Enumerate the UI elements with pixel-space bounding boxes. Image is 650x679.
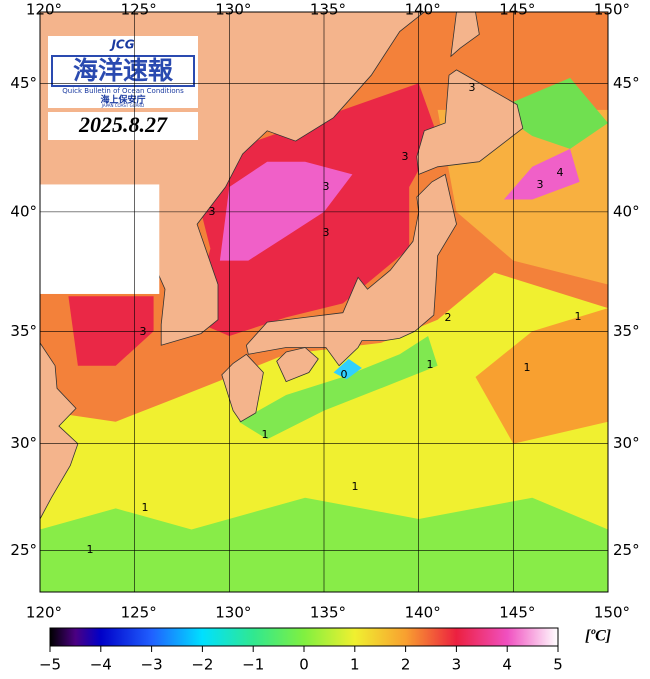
land-hokkaido: [416, 69, 524, 175]
colorbar-tick-label: −3: [141, 656, 163, 674]
lat-tick-label: 40°: [613, 202, 640, 220]
logo: JCG 海洋速報 Quick Bulletin of Ocean Conditi…: [48, 36, 198, 108]
lon-tick-label: 135°: [310, 604, 346, 622]
contour-label: 1: [427, 358, 434, 371]
lon-tick-label: 120°: [26, 1, 62, 19]
contour-label: 3: [469, 81, 476, 94]
lat-tick-label: 35°: [613, 322, 640, 340]
lon-tick-label: 125°: [121, 1, 157, 19]
lon-tick-label: 130°: [215, 604, 251, 622]
colorbar-tick-label: 1: [350, 656, 360, 674]
lat-tick-label: 45°: [10, 74, 37, 92]
cyan-spot: [333, 358, 362, 380]
contour-label: 3: [209, 205, 216, 218]
logo-agency-en: JAPAN COAST GUARD: [101, 103, 145, 108]
colorbar-tick-label: −5: [39, 656, 61, 674]
contour-label: 3: [402, 150, 409, 163]
lon-tick-label: 135°: [310, 1, 346, 19]
lat-tick-label: 30°: [613, 434, 640, 452]
lon-tick-label: 150°: [594, 604, 630, 622]
lon-tick-label: 140°: [405, 604, 441, 622]
contour-label: 3: [323, 180, 330, 193]
contour-label: 2: [445, 311, 452, 324]
green-kuroshio: [238, 336, 438, 440]
colorbar-tick-label: 2: [401, 656, 411, 674]
colorbar: [49, 627, 559, 647]
logo-frame: [51, 55, 195, 87]
lon-tick-label: 125°: [121, 604, 157, 622]
land-shikoku: [276, 347, 319, 383]
colorbar-tick-label: −1: [242, 656, 264, 674]
logo-mark: JCG: [109, 38, 134, 52]
lon-tick-label: 145°: [499, 1, 535, 19]
colorbar-tick-label: 0: [299, 656, 309, 674]
date-box: [48, 112, 198, 140]
contour-label: 3: [537, 178, 544, 191]
green-patch-ne: [494, 77, 608, 149]
contour-label: 1: [142, 501, 149, 514]
logo-agency: 海上保安庁: [100, 94, 145, 106]
no-data: [40, 184, 160, 294]
yellow-sea-red: [68, 296, 154, 366]
land-sakhalin: [450, 12, 480, 58]
contour-label: 1: [524, 361, 531, 374]
contour-label: 3: [140, 325, 147, 338]
logo-subtitle: Quick Bulletin of Ocean Conditions: [62, 87, 184, 95]
contour-label: 1: [352, 480, 359, 493]
lon-tick-label: 150°: [594, 1, 630, 19]
lon-tick-label: 130°: [215, 1, 251, 19]
colorbar-tick-label: −2: [191, 656, 213, 674]
lon-tick-label: 145°: [499, 604, 535, 622]
land-south-china: [40, 342, 79, 592]
pink-core: [219, 161, 353, 261]
orange-east: [475, 308, 608, 444]
colorbar-tick-label: −4: [90, 656, 112, 674]
pink-east: [503, 148, 580, 200]
colorbar-tick-label: 5: [553, 656, 563, 674]
lat-tick-label: 25°: [10, 541, 37, 559]
lon-tick-label: 140°: [405, 1, 441, 19]
lat-tick-label: 30°: [10, 434, 37, 452]
colorbar-tick-label: 3: [452, 656, 462, 674]
contour-label: 1: [87, 543, 94, 556]
colorbar-unit: [ºC]: [585, 628, 611, 645]
contour-label: 4: [557, 166, 564, 179]
logo-title: 海洋速報: [73, 56, 174, 85]
lat-tick-label: 35°: [10, 322, 37, 340]
date: 2025.8.27: [78, 112, 168, 137]
land-kyushu: [221, 353, 264, 423]
lon-tick-label: 120°: [26, 604, 62, 622]
contour-label: 1: [262, 428, 269, 441]
lat-tick-label: 45°: [613, 74, 640, 92]
colorbar-tick-label: 4: [502, 656, 512, 674]
lat-tick-label: 40°: [10, 202, 37, 220]
contour-label: 3: [323, 226, 330, 239]
land-honshu: [245, 173, 457, 367]
contour-label: 1: [575, 310, 582, 323]
contour-label: 0: [341, 368, 348, 381]
lat-tick-label: 25°: [613, 541, 640, 559]
